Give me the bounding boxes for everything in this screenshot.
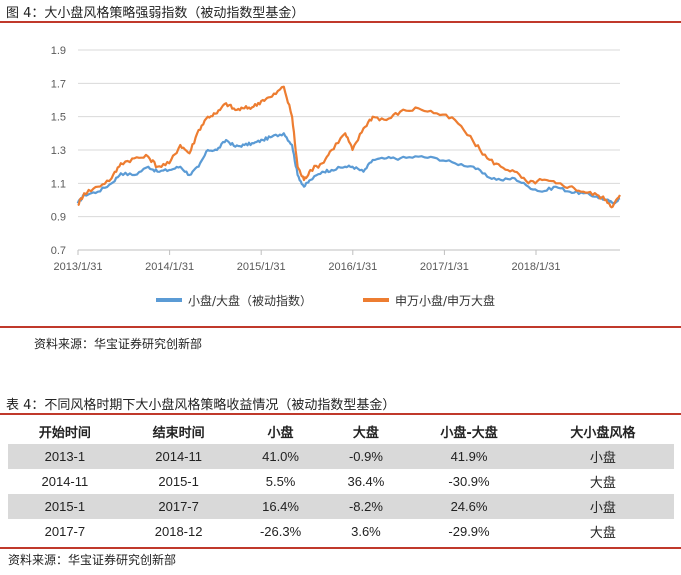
chart-bottom-rule: [0, 326, 681, 328]
table-row: 2013-1 2014-11 41.0% -0.9% 41.9% 小盘: [8, 444, 674, 469]
cell-small: 5.5%: [265, 474, 296, 489]
table-row: 2017-7 2018-12 -26.3% 3.6% -29.9% 大盘: [8, 519, 674, 544]
cell-start: 2017-7: [44, 524, 86, 539]
cell-style: 小盘: [531, 444, 674, 469]
cell-large: -0.9%: [325, 444, 407, 469]
y-tick-label: 1.9: [51, 45, 66, 57]
header-diff: 小盘-大盘: [440, 425, 498, 441]
cell-diff: 24.6%: [406, 494, 532, 519]
x-tick-label: 2013/1/31: [54, 261, 103, 273]
cell-end: 2017-7: [121, 494, 236, 519]
series-line-passive-index: [76, 132, 621, 205]
cell-diff: -29.9%: [448, 524, 490, 539]
table-source: 资料来源：华宝证券研究创新部: [8, 553, 177, 567]
axis-layer: 0.7 0.9 1.1 1.3 1.5 1.7 1.9 2013/1/31 2014/1/31 2…: [51, 45, 620, 273]
x-tick-label: 2016/1/31: [328, 261, 377, 273]
series-line-sw-index: [77, 85, 621, 209]
cell-start: 2013-1: [8, 444, 122, 469]
y-tick-label: 1.5: [51, 112, 66, 124]
cell-start: 2014-11: [41, 474, 89, 489]
cell-diff: -30.9%: [448, 474, 490, 489]
table-row: 2015-1 2017-7 16.4% -8.2% 24.6% 小盘: [8, 494, 674, 519]
cell-start: 2015-1: [8, 494, 122, 519]
table-header-row: 开始时间 结束时间 小盘 大盘 小盘-大盘 大小盘风格: [8, 418, 674, 444]
returns-table: 开始时间 结束时间 小盘 大盘 小盘-大盘 大小盘风格 2013-1 2014-…: [8, 418, 674, 544]
cell-small: 41.0%: [235, 444, 326, 469]
x-tick-label: 2015/1/31: [237, 261, 286, 273]
figure-source: 资料来源：华宝证券研究创新部: [34, 337, 203, 351]
y-tick-label: 1.7: [51, 78, 66, 90]
table-row: 2014-11 2015-1 5.5% 36.4% -30.9% 大盘: [8, 469, 674, 494]
series-layer: [76, 85, 621, 209]
y-tick-label: 1.3: [51, 145, 66, 157]
cell-large: -8.2%: [325, 494, 407, 519]
line-chart: 0.7 0.9 1.1 1.3 1.5 1.7 1.9 2013/1/31 2014/1/31 2…: [51, 45, 621, 308]
x-tick-label: 2018/1/31: [512, 261, 561, 273]
y-tick-label: 1.1: [51, 178, 66, 190]
y-tick-label: 0.9: [51, 212, 66, 224]
cell-style: 小盘: [531, 494, 674, 519]
header-large: 大盘: [352, 425, 379, 441]
cell-small: -26.3%: [259, 524, 302, 539]
header-style: 大小盘风格: [570, 425, 636, 441]
cell-end: 2018-12: [154, 524, 203, 539]
legend-layer: 小盘/大盘（被动指数） 申万小盘/申万大盘: [156, 293, 495, 308]
table-top-rule: [0, 413, 681, 415]
table-title: 表 4：不同风格时期下大小盘风格策略收益情况（被动指数型基金）: [6, 398, 396, 413]
legend-label: 申万小盘/申万大盘: [395, 293, 495, 308]
cell-end: 2014-11: [121, 444, 236, 469]
cell-style: 大盘: [589, 476, 616, 491]
cell-large: 36.4%: [347, 474, 385, 489]
legend-label: 小盘/大盘（被动指数）: [188, 293, 312, 308]
header-small: 小盘: [267, 425, 294, 441]
table-bottom-rule: [0, 547, 681, 549]
cell-diff: 41.9%: [406, 444, 532, 469]
cell-style: 大盘: [589, 526, 616, 541]
cell-end: 2015-1: [158, 474, 199, 489]
header-start: 开始时间: [38, 425, 91, 441]
y-tick-label: 0.7: [51, 245, 66, 257]
cell-small: 16.4%: [235, 494, 326, 519]
figure-title: 图 4：大小盘风格策略强弱指数（被动指数型基金）: [6, 6, 305, 21]
x-tick-label: 2017/1/31: [420, 261, 469, 273]
grid-layer: [78, 49, 620, 251]
top-rule: [0, 21, 681, 23]
x-tick-label: 2014/1/31: [145, 261, 194, 273]
header-end: 结束时间: [152, 425, 205, 441]
cell-large: 3.6%: [351, 524, 381, 539]
